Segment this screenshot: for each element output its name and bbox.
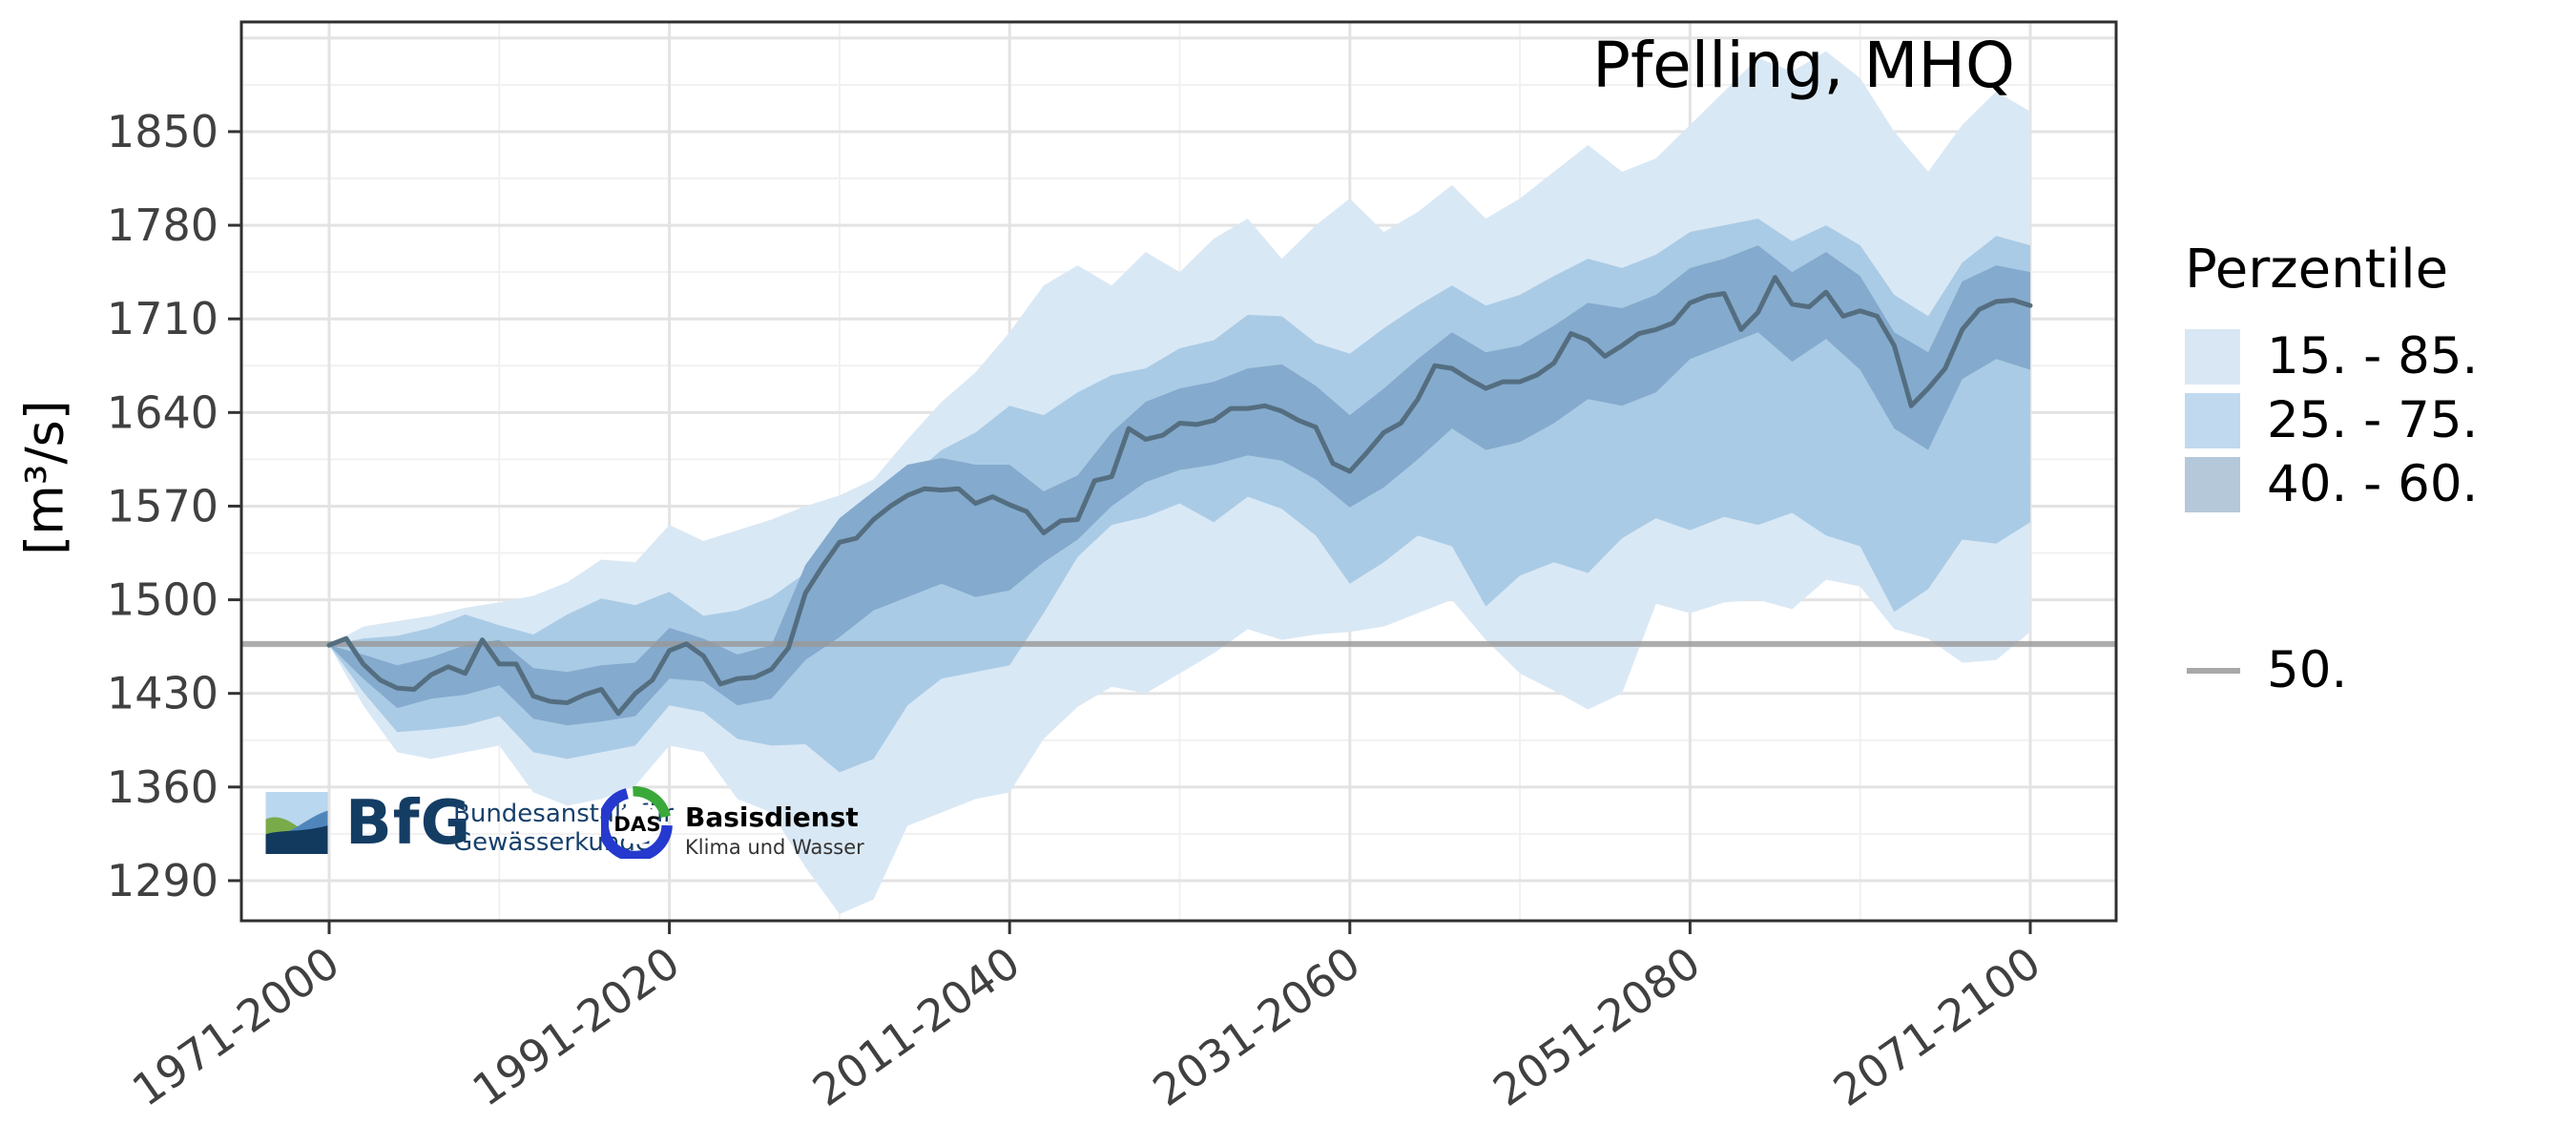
legend-label: 15. - 85. [2267, 327, 2479, 385]
das-wordmark: DAS [613, 813, 660, 837]
y-axis-title: [m³/s] [14, 400, 75, 555]
y-tick-label: 1290 [107, 855, 218, 906]
legend-swatch-15-85-icon [2185, 329, 2240, 385]
legend-swatch-40-60-icon [2185, 457, 2240, 512]
das-logo-icon: DAS [601, 786, 673, 859]
panel-border [239, 20, 2118, 923]
bfg-logo-icon [265, 792, 328, 854]
x-tick-label: 1971-2000 [123, 937, 348, 1116]
y-tick-label: 1640 [107, 386, 218, 438]
y-tick-label: 1710 [107, 293, 218, 344]
x-tick-label: 2051-2080 [1484, 937, 1709, 1116]
legend-median-line-icon [2187, 668, 2240, 674]
x-tick-label: 2071-2100 [1824, 937, 2049, 1116]
y-tick-label: 1780 [107, 199, 218, 251]
legend-title: Perzentile [2185, 239, 2449, 301]
median-line [326, 275, 2033, 717]
y-tick-label: 1500 [107, 574, 218, 626]
legend-label: 25. - 75. [2267, 391, 2479, 449]
legend-label: 50. [2267, 641, 2348, 699]
legend-swatch-25-75-icon [2185, 393, 2240, 448]
x-tick-label: 2031-2060 [1144, 937, 1369, 1116]
das-logo-text: Basisdienst Klima und Wasser [685, 802, 864, 859]
x-tick-label: 1991-2020 [464, 937, 689, 1116]
y-tick-label: 1850 [107, 106, 218, 157]
bfg-wordmark: BfG [345, 788, 472, 859]
y-tick-label: 1570 [107, 480, 218, 531]
page-title: Pfelling, MHQ [1592, 29, 2015, 102]
x-tick-label: 2011-2040 [803, 937, 1028, 1116]
y-tick-label: 1360 [107, 761, 218, 813]
band-40-60 [329, 245, 2030, 726]
legend-label: 40. - 60. [2267, 455, 2479, 513]
y-tick-label: 1430 [107, 668, 218, 719]
